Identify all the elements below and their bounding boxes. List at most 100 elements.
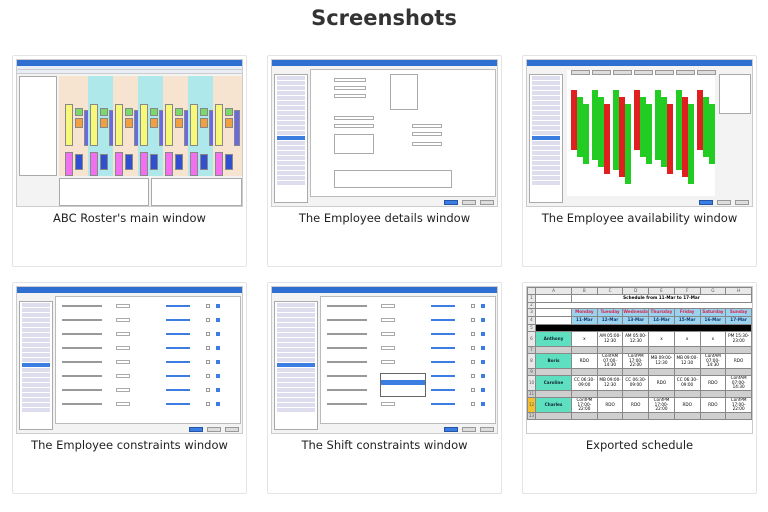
availability-cell[interactable] (583, 104, 589, 164)
shift-block[interactable] (100, 108, 108, 116)
availability-cell[interactable] (703, 97, 709, 157)
card-caption: The Employee constraints window (31, 438, 228, 452)
screenshot-card-employee-constraints[interactable]: The Employee constraints window (12, 282, 247, 494)
employee-name: Anthony (535, 331, 572, 347)
shift-cell: MB 09:00-12:30 (673, 353, 701, 369)
shift-cell: AM 05:00-12:30 (596, 331, 624, 347)
shift-block[interactable] (150, 118, 158, 128)
shift-block[interactable] (190, 104, 198, 146)
employee-constraints-thumbnail[interactable] (16, 286, 243, 434)
shift-block[interactable] (125, 108, 133, 116)
shift-block[interactable] (75, 118, 83, 128)
shift-block[interactable] (115, 152, 123, 176)
shift-cell: MB 09:00-12:30 (596, 375, 624, 391)
employee-name: Charles (535, 397, 572, 413)
date-header: 13-Mar (622, 316, 650, 325)
availability-cell[interactable] (655, 90, 661, 160)
shift-block[interactable] (165, 152, 173, 176)
employee-availability-thumbnail[interactable] (526, 59, 753, 207)
availability-cell[interactable] (619, 97, 625, 177)
employee-list[interactable] (274, 301, 318, 430)
employee-details-thumbnail[interactable] (271, 59, 498, 207)
day-header: Monday (571, 308, 598, 317)
availability-cell[interactable] (613, 90, 619, 170)
availability-cell[interactable] (577, 97, 583, 157)
availability-cell[interactable] (697, 90, 703, 150)
date-header: 12-Mar (596, 316, 624, 325)
availability-cell[interactable] (598, 97, 604, 167)
shift-block[interactable] (225, 118, 233, 128)
detail-panel (151, 178, 242, 206)
shift-block[interactable] (225, 154, 233, 170)
shift-block[interactable] (140, 152, 148, 176)
date-header: 11-Mar (571, 316, 598, 325)
shift-block[interactable] (190, 152, 198, 176)
shift-block[interactable] (200, 154, 208, 170)
shift-block[interactable] (90, 152, 98, 176)
screenshot-card-shift-constraints[interactable]: The Shift constraints window (267, 282, 502, 494)
card-caption: ABC Roster's main window (53, 211, 206, 225)
availability-cell[interactable] (676, 90, 682, 170)
shift-block[interactable] (75, 108, 83, 116)
date-header: 15-Mar (673, 316, 701, 325)
shift-block[interactable] (165, 104, 173, 146)
availability-cell[interactable] (640, 97, 646, 157)
availability-cell[interactable] (634, 90, 640, 150)
shift-cell: RDO (673, 397, 701, 413)
roster-calendar (59, 76, 242, 176)
shift-block[interactable] (140, 104, 148, 146)
shift-cell: CC 06:30-09:00 (571, 375, 598, 391)
shift-block[interactable] (75, 154, 83, 170)
availability-cell[interactable] (571, 90, 577, 150)
screenshot-card-employee-availability[interactable]: The Employee availability window (522, 55, 757, 267)
shift-block[interactable] (65, 104, 73, 146)
shift-cell: x (648, 331, 675, 347)
shift-block[interactable] (175, 154, 183, 170)
shift-block[interactable] (225, 108, 233, 116)
shift-constraints-thumbnail[interactable] (271, 286, 498, 434)
screenshot-card-employee-details[interactable]: The Employee details window (267, 55, 502, 267)
shift-block[interactable] (125, 118, 133, 128)
shift-block[interactable] (175, 108, 183, 116)
employee-list[interactable] (274, 74, 308, 203)
main-window-thumbnail[interactable] (16, 59, 243, 207)
availability-cell[interactable] (592, 90, 598, 160)
shift-block[interactable] (150, 154, 158, 170)
shift-cell: RDO (622, 397, 650, 413)
employee-list[interactable] (19, 301, 53, 430)
shift-block[interactable] (115, 104, 123, 146)
shift-block[interactable] (100, 118, 108, 128)
shift-block[interactable] (90, 104, 98, 146)
shift-block[interactable] (125, 154, 133, 170)
shift-block[interactable] (150, 108, 158, 116)
roster-list (19, 76, 57, 176)
shift-cell: RDO (699, 397, 727, 413)
availability-cell[interactable] (661, 97, 667, 167)
shift-block[interactable] (215, 104, 223, 146)
availability-cell[interactable] (604, 104, 610, 174)
screenshot-card-main-window[interactable]: ABC Roster's main window (12, 55, 247, 267)
availability-cell[interactable] (688, 104, 694, 184)
availability-cell[interactable] (709, 104, 715, 164)
shift-cell: ConfPM 17:00-22:00 (622, 353, 650, 369)
shift-block[interactable] (200, 118, 208, 128)
shift-cell: ConfPM 17:00-22:00 (648, 397, 675, 413)
employee-list[interactable] (529, 74, 563, 203)
schedule-title: Schedule from 11-Mar to 17-Mar (571, 294, 752, 303)
shift-cell: AM 05:00-12:30 (622, 331, 650, 347)
shift-block[interactable] (200, 108, 208, 116)
shift-block[interactable] (215, 152, 223, 176)
shift-block[interactable] (100, 154, 108, 170)
availability-cell[interactable] (646, 104, 652, 164)
availability-cell[interactable] (667, 104, 673, 174)
shift-block[interactable] (65, 152, 73, 176)
card-caption: The Employee details window (298, 211, 471, 225)
availability-cell[interactable] (682, 97, 688, 177)
shift-block[interactable] (234, 110, 240, 146)
availability-cell[interactable] (625, 104, 631, 184)
shift-cell: ConfPM 17:00-22:00 (571, 397, 598, 413)
shift-block[interactable] (175, 118, 183, 128)
